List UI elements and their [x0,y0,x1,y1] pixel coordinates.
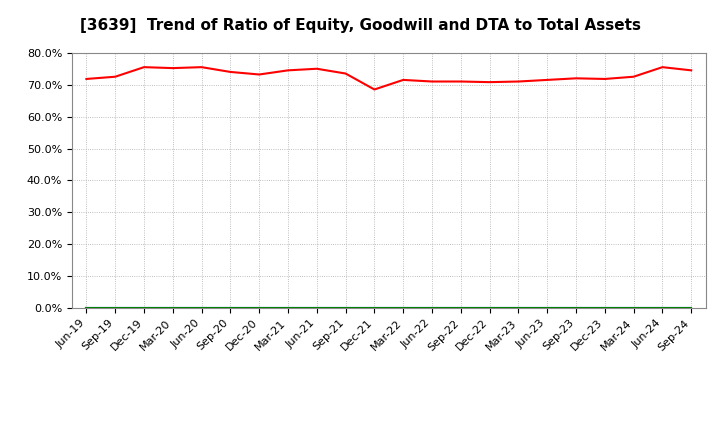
Goodwill [629,305,638,311]
Goodwill [600,305,609,311]
Deferred Tax Assets [600,305,609,311]
Equity [140,65,148,70]
Goodwill [428,305,436,311]
Goodwill [168,305,177,311]
Equity [399,77,408,83]
Equity [255,72,264,77]
Deferred Tax Assets [428,305,436,311]
Equity [600,76,609,81]
Goodwill [572,305,580,311]
Goodwill [341,305,350,311]
Equity [456,79,465,84]
Deferred Tax Assets [284,305,292,311]
Equity [341,71,350,76]
Equity [284,68,292,73]
Deferred Tax Assets [370,305,379,311]
Equity [514,79,523,84]
Deferred Tax Assets [255,305,264,311]
Equity [485,80,494,85]
Deferred Tax Assets [485,305,494,311]
Goodwill [226,305,235,311]
Goodwill [687,305,696,311]
Equity [370,87,379,92]
Deferred Tax Assets [312,305,321,311]
Equity [687,68,696,73]
Equity [629,74,638,79]
Deferred Tax Assets [629,305,638,311]
Goodwill [82,305,91,311]
Equity [312,66,321,71]
Deferred Tax Assets [399,305,408,311]
Deferred Tax Assets [456,305,465,311]
Deferred Tax Assets [168,305,177,311]
Goodwill [197,305,206,311]
Goodwill [514,305,523,311]
Goodwill [658,305,667,311]
Goodwill [485,305,494,311]
Deferred Tax Assets [111,305,120,311]
Goodwill [370,305,379,311]
Equity [428,79,436,84]
Equity [82,76,91,81]
Deferred Tax Assets [82,305,91,311]
Deferred Tax Assets [658,305,667,311]
Deferred Tax Assets [341,305,350,311]
Deferred Tax Assets [687,305,696,311]
Goodwill [284,305,292,311]
Equity [111,74,120,79]
Goodwill [312,305,321,311]
Goodwill [140,305,148,311]
Deferred Tax Assets [572,305,580,311]
Equity [197,65,206,70]
Goodwill [399,305,408,311]
Goodwill [255,305,264,311]
Deferred Tax Assets [514,305,523,311]
Equity [543,77,552,83]
Text: [3639]  Trend of Ratio of Equity, Goodwill and DTA to Total Assets: [3639] Trend of Ratio of Equity, Goodwil… [79,18,641,33]
Goodwill [111,305,120,311]
Deferred Tax Assets [543,305,552,311]
Equity [226,70,235,75]
Goodwill [543,305,552,311]
Equity [658,65,667,70]
Deferred Tax Assets [197,305,206,311]
Deferred Tax Assets [226,305,235,311]
Equity [572,76,580,81]
Deferred Tax Assets [140,305,148,311]
Equity [168,66,177,71]
Line: Equity: Equity [86,67,691,89]
Goodwill [456,305,465,311]
